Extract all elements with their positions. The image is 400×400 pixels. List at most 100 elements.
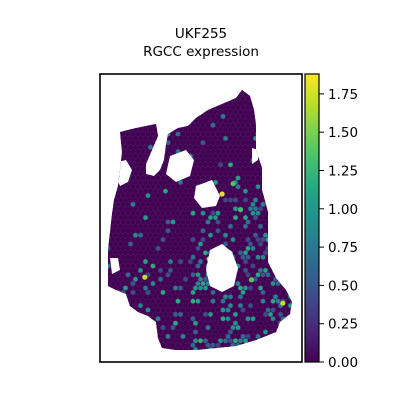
spot <box>173 347 178 350</box>
spot <box>140 175 146 181</box>
spot <box>135 149 141 154</box>
spot <box>265 298 271 304</box>
spot <box>245 96 251 102</box>
spot <box>130 140 136 146</box>
spot <box>130 202 136 207</box>
spot <box>178 206 183 212</box>
spot <box>240 122 246 128</box>
spot <box>208 144 213 150</box>
spot <box>173 338 178 344</box>
spot <box>193 268 198 273</box>
spot <box>185 290 191 295</box>
spot <box>243 215 248 220</box>
spot <box>148 303 153 308</box>
spot <box>228 109 233 115</box>
spot <box>125 131 131 137</box>
spot <box>218 206 223 212</box>
spot <box>220 210 226 216</box>
spot <box>193 144 198 150</box>
spot <box>185 131 191 137</box>
spot <box>120 131 126 137</box>
spot <box>150 175 156 181</box>
spot <box>133 136 138 141</box>
spot <box>218 215 223 220</box>
spot <box>228 329 233 335</box>
spot <box>260 263 266 269</box>
spot <box>230 325 236 330</box>
spot <box>215 149 221 154</box>
spot <box>203 224 208 229</box>
spot <box>148 215 153 220</box>
spot <box>183 224 188 229</box>
spot <box>118 259 123 264</box>
spot <box>215 228 221 234</box>
spot <box>120 184 126 190</box>
spot <box>248 215 253 220</box>
spot <box>198 268 203 273</box>
spot <box>140 237 146 242</box>
spot <box>225 166 231 172</box>
spot <box>200 140 206 146</box>
spot <box>140 246 146 251</box>
spot <box>190 149 196 154</box>
spot <box>258 241 263 247</box>
spot <box>173 312 178 317</box>
spot <box>233 312 238 317</box>
spot <box>173 241 178 247</box>
spot <box>148 224 153 229</box>
spot <box>173 285 178 291</box>
spot <box>168 268 173 273</box>
spot <box>230 334 236 339</box>
colorbar-tick-label: 1.50 <box>328 125 358 141</box>
spot <box>140 219 146 225</box>
spot <box>190 219 196 225</box>
spot <box>223 294 228 300</box>
spot <box>230 149 236 154</box>
spot <box>118 276 123 282</box>
spot <box>230 131 236 137</box>
spot <box>168 276 173 282</box>
spot <box>255 193 261 198</box>
spot <box>238 303 243 308</box>
spot <box>230 175 236 181</box>
spot <box>143 232 148 238</box>
spot <box>108 276 113 282</box>
high-expression-spot <box>230 181 236 187</box>
spot <box>255 175 261 181</box>
spot <box>180 219 186 225</box>
spot <box>183 347 188 350</box>
spot <box>110 281 116 286</box>
spot <box>235 290 241 295</box>
spot <box>175 140 181 146</box>
spot <box>135 219 141 225</box>
spot <box>223 136 228 141</box>
spot <box>255 316 261 322</box>
spot <box>265 307 271 313</box>
spot <box>220 298 226 304</box>
spot <box>218 224 223 229</box>
spot <box>233 136 238 141</box>
spot <box>180 334 186 339</box>
spot <box>120 219 126 225</box>
spot <box>115 193 121 198</box>
spot <box>273 320 278 326</box>
spot <box>118 215 123 220</box>
spot <box>138 144 143 150</box>
spot <box>130 272 136 278</box>
spot <box>130 131 136 137</box>
spot <box>170 325 176 330</box>
spot <box>263 303 268 308</box>
spot <box>135 237 141 242</box>
spot <box>265 290 271 295</box>
spot <box>170 228 176 234</box>
spot <box>215 105 221 110</box>
spot <box>150 228 156 234</box>
spot <box>123 153 128 159</box>
spot <box>205 342 211 348</box>
spot <box>228 144 233 150</box>
spot <box>208 162 213 168</box>
spot <box>235 184 241 190</box>
spot <box>238 144 243 150</box>
spot <box>130 246 136 251</box>
spot <box>195 325 201 330</box>
